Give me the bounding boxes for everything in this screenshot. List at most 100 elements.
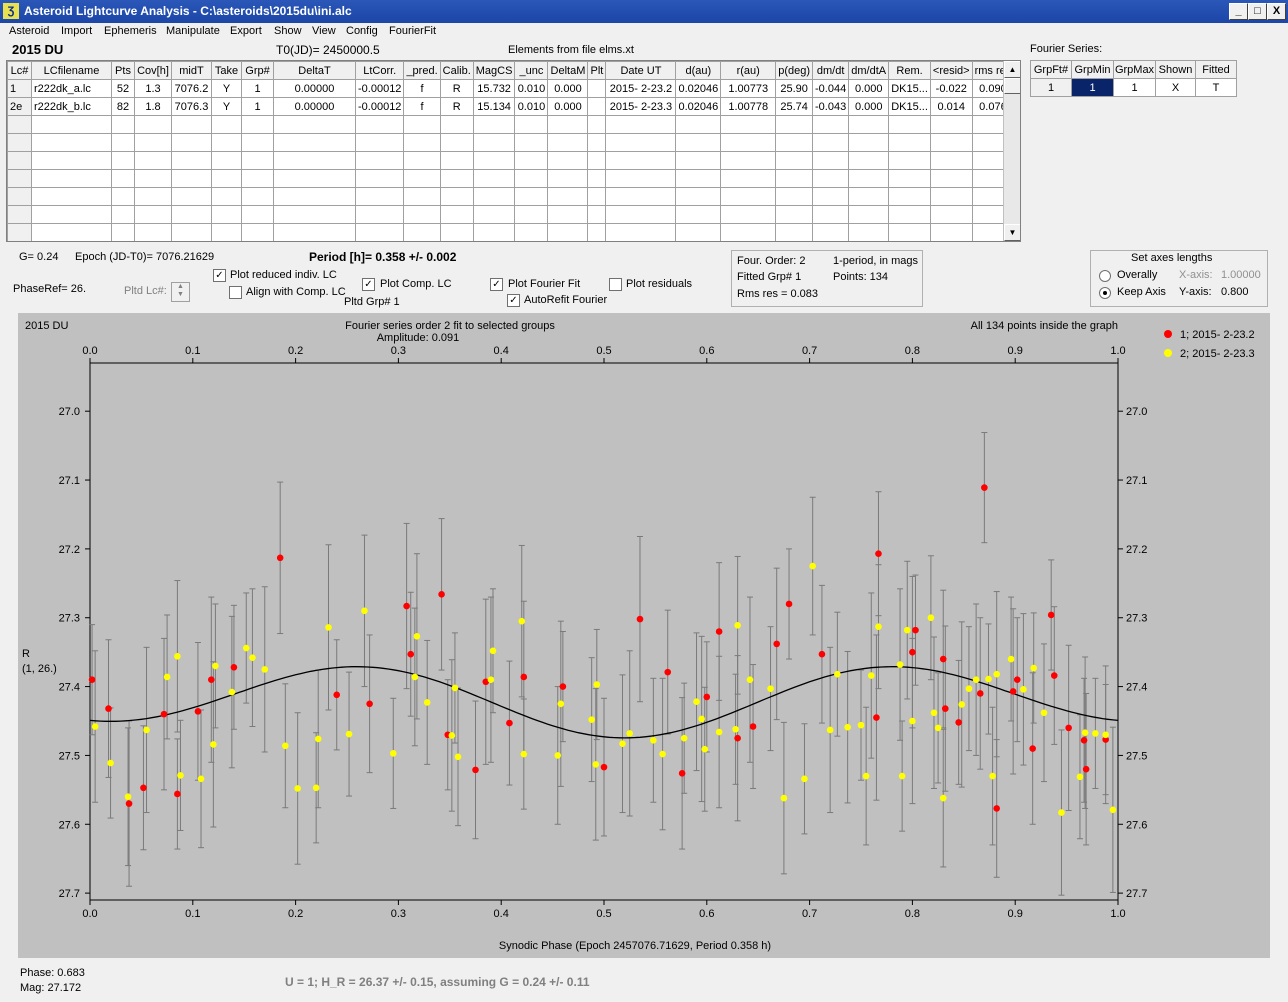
table-cell[interactable] xyxy=(171,133,212,152)
table-cell[interactable] xyxy=(605,169,677,188)
table-cell[interactable]: 7076.2 xyxy=(171,79,212,98)
overally-radio[interactable] xyxy=(1099,270,1111,282)
table-cell[interactable] xyxy=(7,133,32,152)
table-cell[interactable] xyxy=(775,187,814,206)
table-cell[interactable] xyxy=(211,115,242,134)
close-button[interactable]: X xyxy=(1267,3,1286,20)
empty-table-row[interactable] xyxy=(7,187,1015,206)
table-cell[interactable] xyxy=(273,151,356,170)
menu-import[interactable]: Import xyxy=(61,25,93,37)
lc-col-header[interactable]: Lc# xyxy=(7,61,32,80)
table-cell[interactable] xyxy=(241,151,274,170)
table-cell[interactable] xyxy=(439,115,474,134)
table-cell[interactable] xyxy=(439,223,474,241)
plot-comp-checkbox[interactable]: ✓ xyxy=(362,278,375,291)
fs-cell-grpmin[interactable]: 1 xyxy=(1071,78,1114,97)
table-cell[interactable] xyxy=(31,133,112,152)
table-cell[interactable] xyxy=(848,223,890,241)
table-cell[interactable] xyxy=(812,187,850,206)
table-cell[interactable] xyxy=(605,223,677,241)
empty-table-row[interactable] xyxy=(7,151,1015,170)
table-cell[interactable] xyxy=(720,115,777,134)
autorefit-checkbox[interactable]: ✓ xyxy=(507,294,520,307)
table-cell[interactable] xyxy=(439,187,474,206)
table-cell[interactable] xyxy=(111,169,135,188)
lc-col-header[interactable]: Rem. xyxy=(888,61,931,80)
plot-residuals-checkbox[interactable] xyxy=(609,278,622,291)
plot-fourier-checkbox[interactable]: ✓ xyxy=(490,278,503,291)
table-cell[interactable] xyxy=(547,115,589,134)
table-cell[interactable]: 82 xyxy=(111,97,135,116)
menu-config[interactable]: Config xyxy=(346,25,378,37)
table-cell[interactable] xyxy=(211,187,242,206)
table-cell[interactable]: -0.022 xyxy=(929,79,973,98)
fs-cell-grpmax[interactable]: 1 xyxy=(1113,78,1156,97)
table-cell[interactable] xyxy=(888,133,931,152)
table-cell[interactable] xyxy=(472,205,516,224)
table-cell[interactable]: DK15... xyxy=(888,97,931,116)
empty-table-row[interactable] xyxy=(7,169,1015,188)
table-cell[interactable] xyxy=(775,169,814,188)
plot-reduced-checkbox[interactable]: ✓ xyxy=(213,269,226,282)
table-cell[interactable] xyxy=(134,169,172,188)
table-cell[interactable] xyxy=(675,187,722,206)
lightcurve-graph[interactable]: 2015 DU Fourier series order 2 fit to se… xyxy=(18,313,1270,958)
table-cell[interactable] xyxy=(547,205,589,224)
table-cell[interactable] xyxy=(7,187,32,206)
table-cell[interactable]: R xyxy=(439,79,474,98)
lc-col-header[interactable]: <resid> xyxy=(929,61,973,80)
lc-col-header[interactable]: Date UT xyxy=(605,61,677,80)
table-cell[interactable]: 2015- 2-23.3 xyxy=(605,97,677,116)
table-cell[interactable] xyxy=(111,115,135,134)
table-cell[interactable] xyxy=(134,133,172,152)
table-cell[interactable] xyxy=(31,169,112,188)
table-cell[interactable] xyxy=(7,151,32,170)
table-cell[interactable] xyxy=(472,115,516,134)
table-cell[interactable] xyxy=(31,115,112,134)
table-cell[interactable] xyxy=(675,205,722,224)
scroll-thumb[interactable] xyxy=(1004,78,1020,94)
table-cell[interactable] xyxy=(812,151,850,170)
table-cell[interactable] xyxy=(929,151,973,170)
lc-col-header[interactable]: _pred. xyxy=(403,61,441,80)
empty-table-row[interactable] xyxy=(7,205,1015,224)
lc-col-header[interactable]: Pts xyxy=(111,61,135,80)
table-cell[interactable] xyxy=(7,115,32,134)
table-cell[interactable]: 0.02046 xyxy=(675,79,722,98)
table-cell[interactable] xyxy=(354,223,405,241)
table-cell[interactable] xyxy=(547,223,589,241)
table-cell[interactable] xyxy=(439,169,474,188)
table-cell[interactable] xyxy=(587,169,607,188)
table-cell[interactable] xyxy=(775,223,814,241)
table-cell[interactable] xyxy=(775,133,814,152)
table-cell[interactable]: 0.000 xyxy=(848,79,890,98)
table-cell[interactable] xyxy=(273,205,356,224)
table-cell[interactable] xyxy=(812,133,850,152)
lc-col-header[interactable]: DeltaT xyxy=(273,61,356,80)
lc-col-header[interactable]: midT xyxy=(171,61,212,80)
table-cell[interactable]: -0.00012 xyxy=(354,79,405,98)
table-cell[interactable] xyxy=(514,223,549,241)
table-cell[interactable] xyxy=(587,97,607,116)
table-cell[interactable] xyxy=(273,169,356,188)
table-cell[interactable] xyxy=(273,133,356,152)
table-cell[interactable]: 1 xyxy=(7,79,32,98)
table-row[interactable]: 2e r222dk_b.lc 82 1.8 7076.3 Y 1 0.00000 -0.0001… xyxy=(7,97,1015,116)
table-cell[interactable]: DK15... xyxy=(888,79,931,98)
table-cell[interactable] xyxy=(171,151,212,170)
table-cell[interactable]: 0.010 xyxy=(514,97,549,116)
table-cell[interactable] xyxy=(547,133,589,152)
align-comp-checkbox[interactable] xyxy=(229,286,242,299)
table-cell[interactable] xyxy=(7,169,32,188)
table-cell[interactable] xyxy=(7,223,32,241)
table-cell[interactable] xyxy=(211,151,242,170)
menu-ephemeris[interactable]: Ephemeris xyxy=(104,25,157,37)
table-cell[interactable] xyxy=(134,223,172,241)
table-cell[interactable] xyxy=(848,169,890,188)
table-cell[interactable] xyxy=(675,133,722,152)
lightcurve-chart[interactable]: 2015 DU Fourier series order 2 fit to se… xyxy=(18,313,1270,958)
table-cell[interactable] xyxy=(888,169,931,188)
table-cell[interactable] xyxy=(171,115,212,134)
lc-col-header[interactable]: dm/dtA xyxy=(848,61,890,80)
maximize-button[interactable]: □ xyxy=(1248,3,1267,20)
